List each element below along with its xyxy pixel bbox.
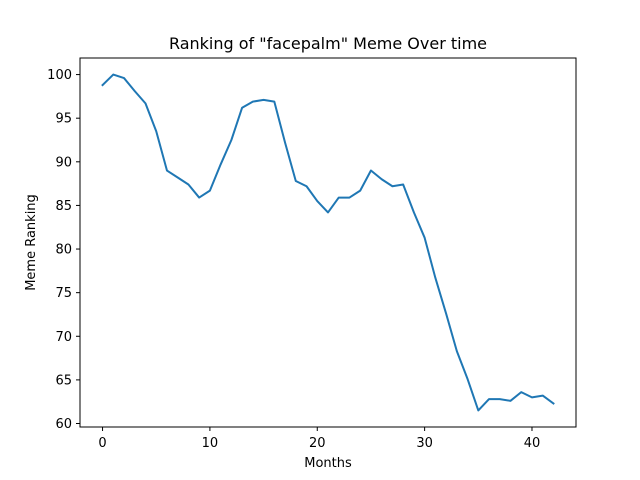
x-tick-label: 0 xyxy=(98,436,106,451)
x-tick-label: 20 xyxy=(309,436,326,451)
y-tick-label: 80 xyxy=(55,243,72,258)
y-tick-label: 70 xyxy=(55,330,72,345)
x-tick-label: 40 xyxy=(524,436,541,451)
y-tick-label: 95 xyxy=(55,112,72,127)
y-tick-label: 75 xyxy=(55,286,72,301)
y-tick-label: 90 xyxy=(55,155,72,170)
series-line xyxy=(101,73,555,412)
y-tick-label: 65 xyxy=(55,373,72,388)
y-tick-label: 60 xyxy=(55,417,72,432)
plot-series xyxy=(101,73,555,412)
x-tick-label: 30 xyxy=(416,436,433,451)
y-tick-label: 100 xyxy=(47,68,72,83)
plot-frame xyxy=(79,57,577,428)
y-axis-label: Meme Ranking xyxy=(24,194,39,291)
chart-title: Ranking of "facepalm" Meme Over time xyxy=(169,34,487,53)
x-tick-label: 10 xyxy=(202,436,219,451)
x-axis: 0 10 20 30 40 xyxy=(98,427,540,451)
y-axis: 60 65 70 75 80 85 90 95 100 xyxy=(47,68,80,432)
x-axis-label: Months xyxy=(304,456,352,471)
y-tick-label: 85 xyxy=(55,199,72,214)
